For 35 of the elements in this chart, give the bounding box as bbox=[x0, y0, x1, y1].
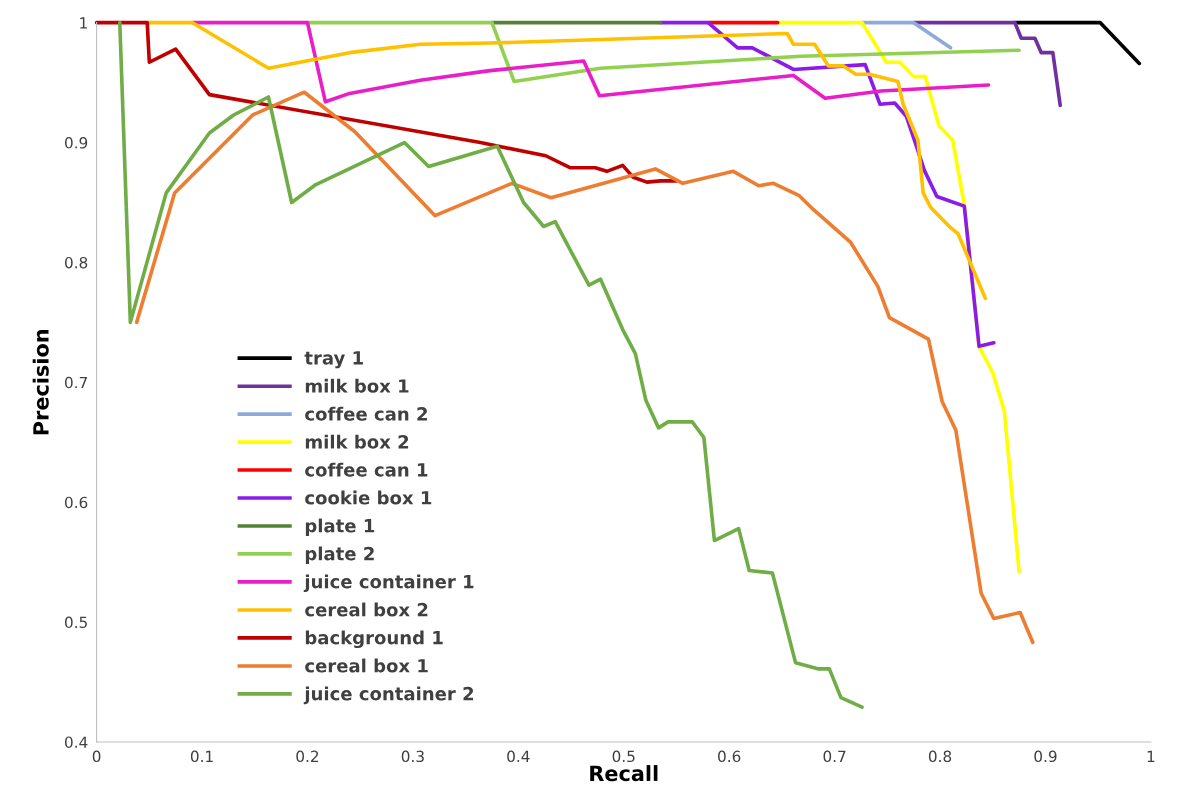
x-tick-label: 0.4 bbox=[507, 750, 530, 763]
legend-label: coffee can 2 bbox=[305, 406, 427, 421]
x-tick-label: 1 bbox=[1147, 750, 1155, 762]
y-tick-label: 0.9 bbox=[64, 137, 88, 149]
legend-label: milk box 1 bbox=[305, 378, 409, 393]
x-tick-label: 0.5 bbox=[612, 750, 635, 763]
legend-label: tray 1 bbox=[304, 351, 363, 369]
legend-label: coffee can 1 bbox=[305, 462, 428, 477]
y-axis-title: Precision bbox=[32, 330, 49, 435]
line-series bbox=[117, 20, 864, 709]
y-tick-label: 0.4 bbox=[64, 736, 88, 748]
x-tick-label: 0.3 bbox=[401, 750, 424, 763]
y-tick-label: 0.7 bbox=[64, 376, 87, 389]
x-axis-title: Recall bbox=[590, 765, 658, 782]
x-tick-label: 0.6 bbox=[718, 750, 741, 763]
y-tick-label: 1 bbox=[80, 17, 87, 29]
line-series bbox=[94, 20, 679, 184]
y-tick-label: 0.6 bbox=[64, 496, 88, 509]
y-tick-label: 0.8 bbox=[64, 256, 88, 269]
x-tick-label: 0.7 bbox=[823, 750, 846, 763]
x-tick-label: 0.1 bbox=[190, 750, 213, 763]
legend-label: plate 2 bbox=[305, 546, 374, 564]
x-tick-label: 0.2 bbox=[296, 750, 319, 763]
x-tick-label: 0.8 bbox=[928, 750, 952, 763]
legend-label: milk box 2 bbox=[305, 434, 409, 449]
x-tick-label: 0.9 bbox=[1034, 750, 1057, 763]
x-tick-label: 0 bbox=[92, 750, 101, 763]
legend-label: plate 1 bbox=[305, 518, 375, 537]
legend-label: juice container 1 bbox=[303, 574, 474, 593]
legend-label: cereal box 2 bbox=[305, 602, 428, 617]
legend-label: cookie box 1 bbox=[305, 490, 432, 505]
y-tick-label: 0.5 bbox=[64, 616, 87, 629]
legend-label: background 1 bbox=[305, 630, 443, 649]
legend-label: juice container 2 bbox=[303, 686, 474, 705]
legend-label: cereal box 1 bbox=[305, 658, 428, 673]
